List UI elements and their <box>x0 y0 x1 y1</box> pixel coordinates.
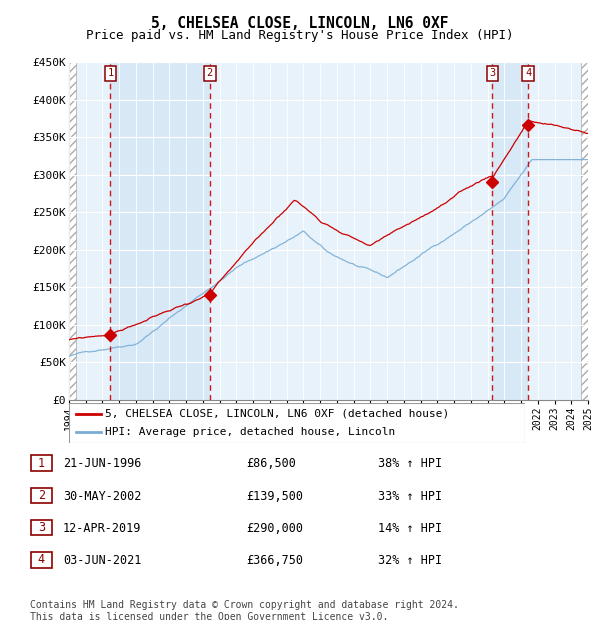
Text: 1: 1 <box>107 68 113 78</box>
Text: Price paid vs. HM Land Registry's House Price Index (HPI): Price paid vs. HM Land Registry's House … <box>86 29 514 42</box>
Bar <box>492 62 528 400</box>
Text: 21-JUN-1996: 21-JUN-1996 <box>63 458 142 470</box>
Text: 3: 3 <box>38 521 45 534</box>
Text: 33% ↑ HPI: 33% ↑ HPI <box>378 490 442 502</box>
Text: 3: 3 <box>489 68 496 78</box>
Text: 5, CHELSEA CLOSE, LINCOLN, LN6 0XF: 5, CHELSEA CLOSE, LINCOLN, LN6 0XF <box>151 16 449 31</box>
Text: £139,500: £139,500 <box>246 490 303 502</box>
Text: 4: 4 <box>525 68 531 78</box>
Text: 12-APR-2019: 12-APR-2019 <box>63 522 142 534</box>
Text: 14% ↑ HPI: 14% ↑ HPI <box>378 522 442 534</box>
Text: 03-JUN-2021: 03-JUN-2021 <box>63 554 142 567</box>
Text: 30-MAY-2002: 30-MAY-2002 <box>63 490 142 502</box>
Text: £366,750: £366,750 <box>246 554 303 567</box>
Text: 2: 2 <box>206 68 213 78</box>
Text: 5, CHELSEA CLOSE, LINCOLN, LN6 0XF (detached house): 5, CHELSEA CLOSE, LINCOLN, LN6 0XF (deta… <box>106 409 450 419</box>
Text: 32% ↑ HPI: 32% ↑ HPI <box>378 554 442 567</box>
Text: 4: 4 <box>38 554 45 566</box>
Bar <box>110 62 210 400</box>
Text: 2: 2 <box>38 489 45 502</box>
Text: 38% ↑ HPI: 38% ↑ HPI <box>378 458 442 470</box>
Text: £290,000: £290,000 <box>246 522 303 534</box>
Text: HPI: Average price, detached house, Lincoln: HPI: Average price, detached house, Linc… <box>106 427 396 438</box>
Text: 1: 1 <box>38 457 45 469</box>
Text: Contains HM Land Registry data © Crown copyright and database right 2024.
This d: Contains HM Land Registry data © Crown c… <box>30 600 459 620</box>
Text: £86,500: £86,500 <box>246 458 296 470</box>
